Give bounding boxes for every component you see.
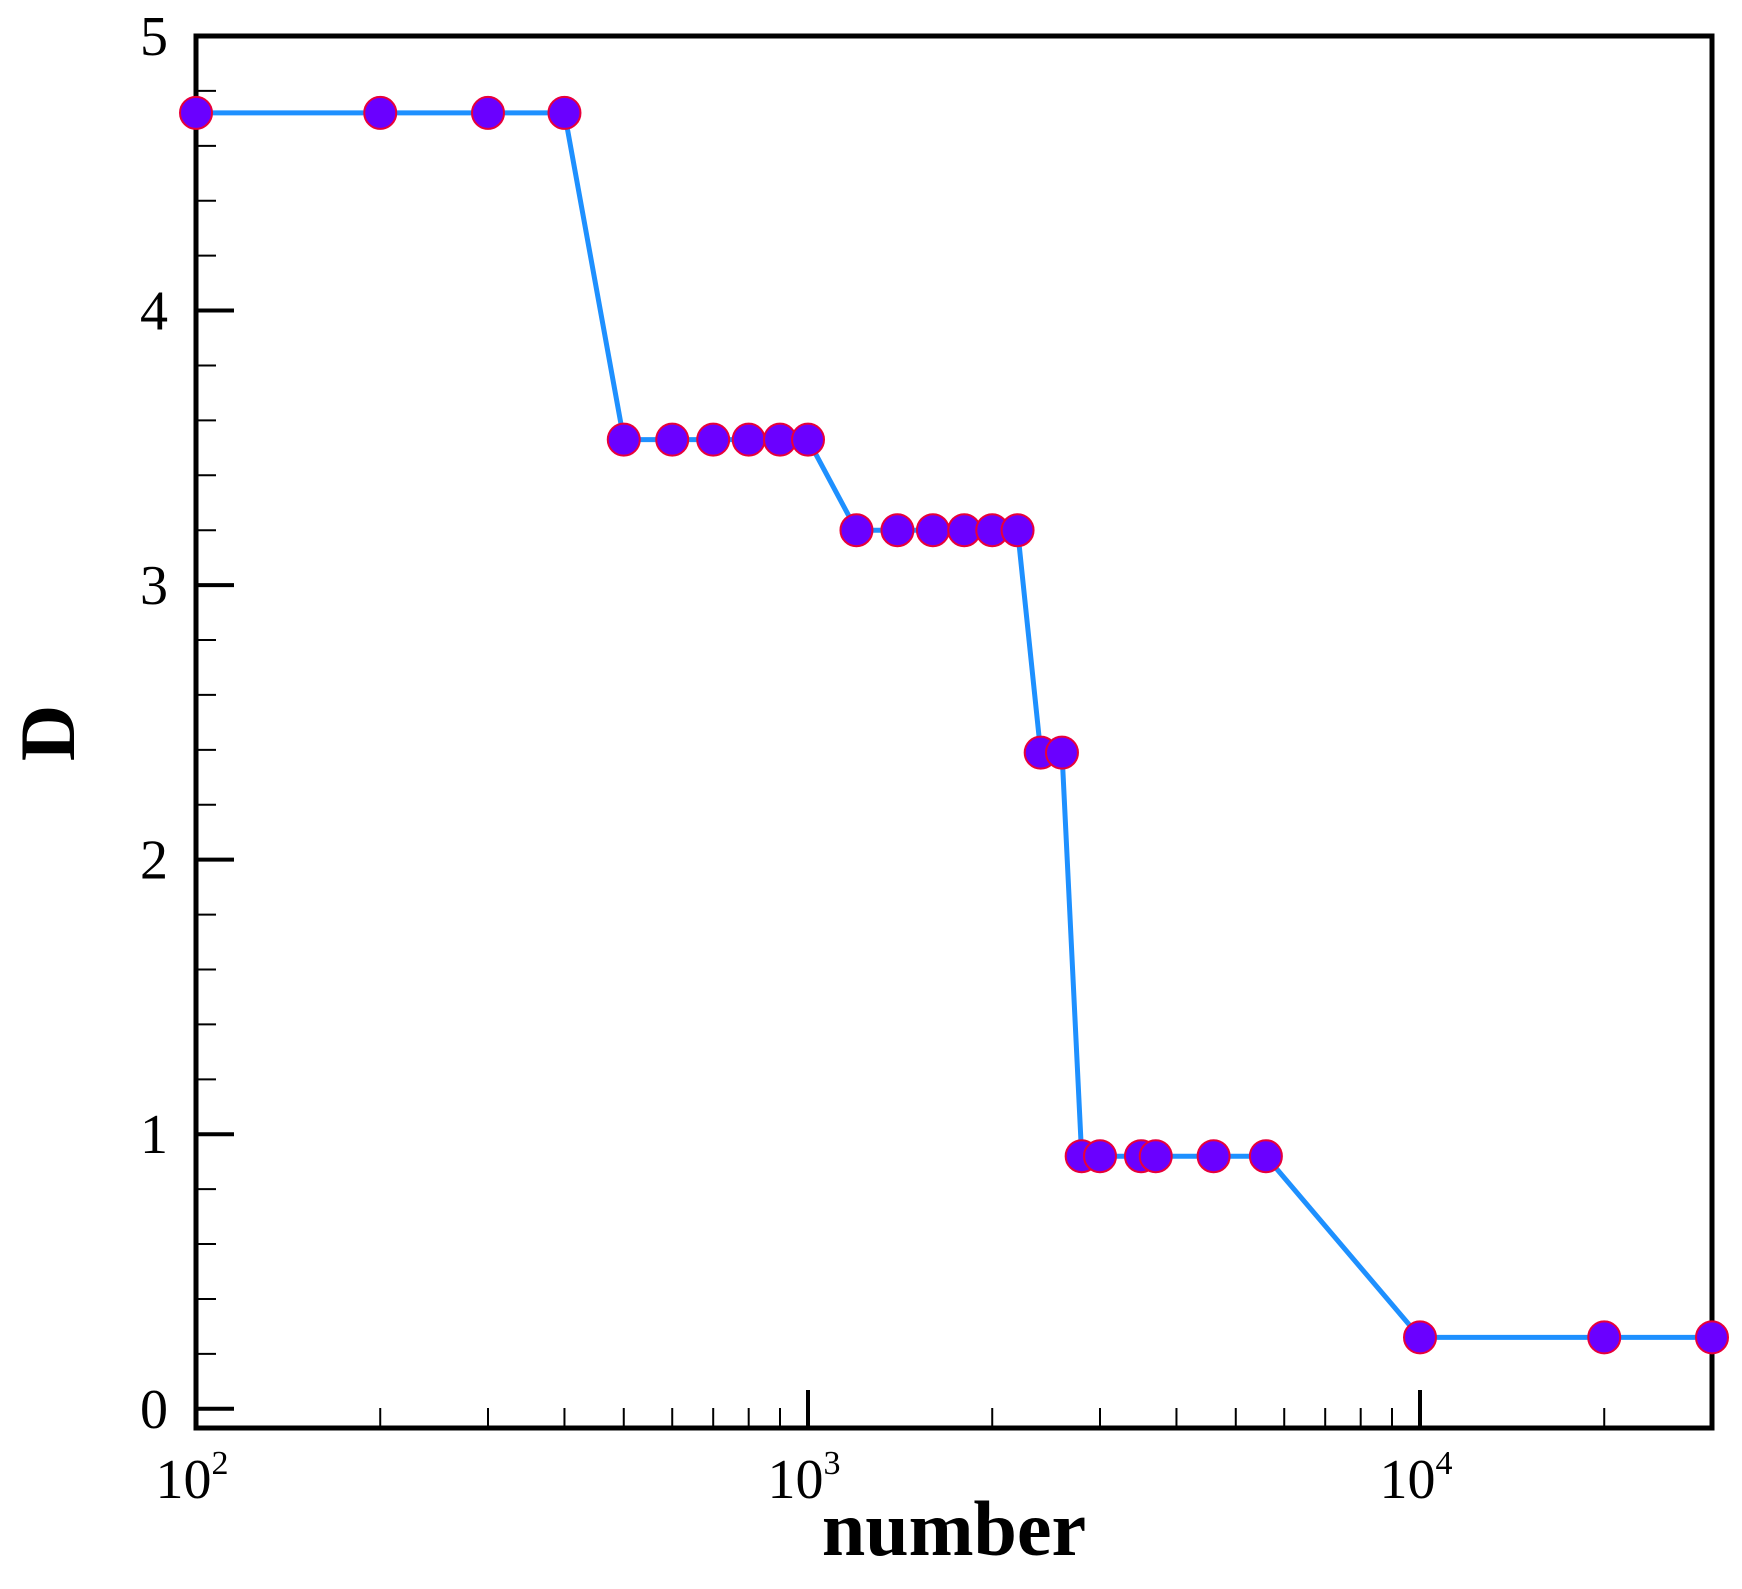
- data-point: [915, 513, 950, 548]
- y-tick-label: 3: [140, 555, 168, 617]
- data-point: [1082, 1139, 1117, 1174]
- y-axis-label: D: [4, 705, 91, 761]
- y-tick-label: 0: [140, 1379, 168, 1441]
- y-tick-label: 5: [140, 6, 168, 68]
- data-point: [1196, 1139, 1231, 1174]
- x-tick-base: 10: [156, 1449, 212, 1511]
- data-point: [839, 513, 874, 548]
- data-point: [880, 513, 915, 548]
- major-ticks: [194, 34, 1423, 1428]
- data-point: [363, 95, 398, 130]
- y-tick-label: 2: [140, 830, 168, 892]
- x-tick-base: 10: [1380, 1449, 1436, 1511]
- plot-frame: [193, 33, 1715, 1431]
- y-tick-labels: 0 1 2 3 4 5: [140, 6, 168, 1441]
- x-tick-labels: 102 103 104: [156, 1445, 1453, 1511]
- data-point: [696, 422, 731, 457]
- x-tick-exponent: 2: [212, 1445, 229, 1482]
- data-point: [1138, 1139, 1173, 1174]
- data-point: [1695, 1320, 1729, 1355]
- data-point: [1248, 1139, 1283, 1174]
- data-point: [655, 422, 690, 457]
- minor-ticks: [196, 89, 1606, 1428]
- data-point: [547, 95, 582, 130]
- series-group: [179, 95, 1729, 1355]
- data-point: [470, 95, 505, 130]
- y-tick-label: 4: [140, 281, 168, 343]
- data-point: [1044, 735, 1079, 770]
- data-point: [1587, 1320, 1622, 1355]
- x-tick-label: 102: [156, 1445, 229, 1511]
- y-tick-label: 1: [140, 1104, 168, 1166]
- x-tick-exponent: 4: [1436, 1445, 1453, 1482]
- data-point: [606, 422, 641, 457]
- data-point: [731, 422, 766, 457]
- x-tick-label: 104: [1380, 1445, 1453, 1511]
- data-point: [791, 422, 826, 457]
- x-tick-base: 10: [768, 1449, 824, 1511]
- data-point: [1403, 1320, 1438, 1355]
- data-point: [179, 95, 213, 130]
- x-tick-exponent: 3: [824, 1445, 841, 1482]
- x-tick-label: 103: [768, 1445, 841, 1511]
- series-line: [196, 110, 1712, 1340]
- x-axis-label: number: [822, 1485, 1086, 1572]
- data-point: [1000, 513, 1035, 548]
